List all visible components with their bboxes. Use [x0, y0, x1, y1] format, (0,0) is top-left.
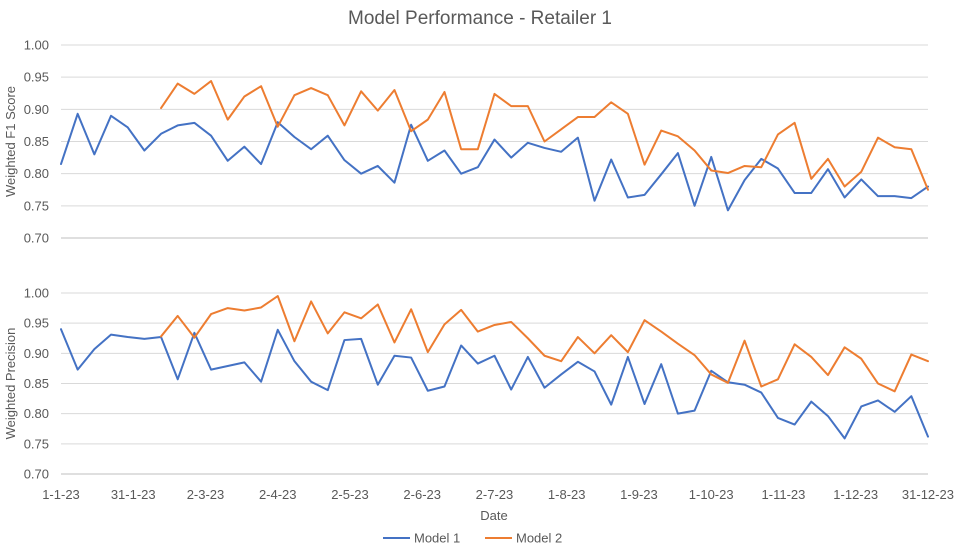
x-tick-label: 1-9-23: [620, 487, 658, 502]
panel-2: 0.70 0.75 0.80 0.85 0.90 0.95 1.00 Weighted Pre…: [3, 286, 929, 482]
series-line-model-2: [160, 295, 929, 393]
chart-panels: 0.70 0.75 0.80 0.85 0.90 0.95 1.00 Weighted F1 …: [3, 38, 954, 503]
legend: Model 1 Model 2: [383, 531, 562, 546]
legend-label: Model 2: [516, 531, 562, 546]
y-tick-label: 0.95: [24, 316, 49, 331]
y-tick-label: 0.95: [24, 70, 49, 85]
y-tick-label: 0.75: [24, 436, 49, 451]
x-tick-label: 1-1-23: [42, 487, 80, 502]
y-tick-label: 1.00: [24, 286, 49, 301]
y-tick-label: 0.90: [24, 346, 49, 361]
x-tick-label: 1-8-23: [548, 487, 586, 502]
y-tick-label: 0.85: [24, 376, 49, 391]
series-line-model-1: [60, 112, 929, 212]
legend-label: Model 1: [414, 531, 460, 546]
series-line-model-1: [60, 328, 929, 440]
y-tick-label: 0.85: [24, 134, 49, 149]
x-tick-label: 31-1-23: [111, 487, 156, 502]
panel-1: 0.70 0.75 0.80 0.85 0.90 0.95 1.00 Weighted F1 …: [3, 38, 929, 246]
chart-title: Model Performance - Retailer 1: [348, 8, 612, 29]
y-axis-label: Weighted Precision: [3, 328, 18, 440]
x-tick-label: 2-7-23: [476, 487, 514, 502]
y-tick-label: 0.80: [24, 166, 49, 181]
x-tick-label: 2-5-23: [331, 487, 369, 502]
y-tick-label: 0.75: [24, 198, 49, 213]
x-tick-label: 31-12-23: [902, 487, 954, 502]
x-tick-label: 2-4-23: [259, 487, 297, 502]
y-tick-label: 0.90: [24, 102, 49, 117]
series-line-model-2: [160, 80, 929, 191]
x-tick-label: 2-6-23: [403, 487, 441, 502]
x-tick-label: 1-12-23: [833, 487, 878, 502]
y-axis-label: Weighted F1 Score: [3, 86, 18, 197]
x-axis-label: Date: [480, 508, 507, 523]
y-tick-label: 0.70: [24, 231, 49, 246]
x-tick-label: 1-10-23: [689, 487, 734, 502]
x-tick-label: 1-11-23: [762, 487, 806, 502]
x-tick-label: 2-3-23: [187, 487, 225, 502]
y-tick-label: 0.80: [24, 406, 49, 421]
y-tick-label: 0.70: [24, 467, 49, 482]
y-tick-label: 1.00: [24, 38, 49, 53]
